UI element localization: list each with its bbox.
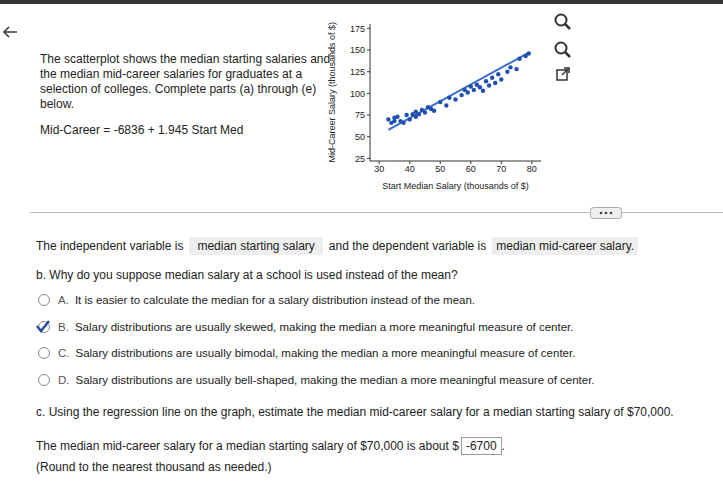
html-text:(Round to the nearest thousand: (Round to the nearest thousand as needed…: [36, 460, 272, 474]
html-text:The scatterplot shows the medi: The scatterplot shows the median startin…: [40, 52, 331, 66]
html-text:A.: A.: [58, 294, 69, 306]
html-text:It is easier to calculate the: It is easier to calculate the median for…: [74, 294, 475, 306]
svg-text:70: 70: [496, 164, 506, 174]
html-text:Salary distributions are usual: Salary distributions are usually bell-sh…: [75, 373, 595, 386]
html-text:Salary distributions are usual: Salary distributions are usually skewed,…: [74, 320, 574, 333]
html-text:and the dependent variable is: and the dependent variable is: [328, 239, 487, 253]
html-text:Mid-Career = -6836 + 1.945 Sta: Mid-Career = -6836 + 1.945 Start Med: [40, 123, 244, 137]
html-text:the median mid-career salaries: the median mid-career salaries for gradu…: [40, 67, 303, 81]
svg-text:30: 30: [374, 164, 384, 174]
svg-text:25: 25: [355, 154, 365, 164]
html-text:C.: C.: [58, 347, 70, 359]
svg-text:60: 60: [466, 164, 476, 174]
svg-text:175: 175: [350, 24, 365, 34]
svg-text:Start Median Salary (thousands: Start Median Salary (thousands of $): [382, 181, 529, 191]
svg-text:75: 75: [355, 110, 365, 120]
svg-text:150: 150: [350, 45, 365, 55]
html-text:The independent variable is: The independent variable is: [36, 239, 184, 253]
svg-text:80: 80: [527, 164, 537, 174]
svg-text:100: 100: [350, 89, 365, 99]
html-text:The median mid-career salary f: The median mid-career salary for a media…: [36, 439, 459, 453]
html-text:-6700 .: -6700 .: [465, 439, 505, 453]
html-text:Salary distributions are usual: Salary distributions are usually bimodal…: [75, 347, 576, 359]
html-text:median mid-career salary.: median mid-career salary.: [496, 239, 635, 253]
html-text:below.: below.: [40, 97, 74, 111]
html-text:median starting salary: median starting salary: [197, 239, 315, 253]
html-text:D.: D.: [58, 373, 70, 386]
svg-text:50: 50: [435, 164, 445, 174]
svg-text:40: 40: [405, 164, 415, 174]
html-text:selection of colleges. Complet: selection of colleges. Complete parts (a…: [40, 82, 317, 96]
html-text:c. Using the regression line o: c. Using the regression line on the grap…: [36, 405, 674, 419]
html-text:B.: B.: [58, 320, 69, 333]
html-text:b. Why do you suppose median s: b. Why do you suppose median salary at a…: [36, 268, 458, 282]
svg-text:Mid-Career Salary (thousands o: Mid-Career Salary (thousands of $): [328, 22, 337, 163]
svg-text:50: 50: [355, 132, 365, 142]
svg-text:125: 125: [350, 67, 365, 77]
